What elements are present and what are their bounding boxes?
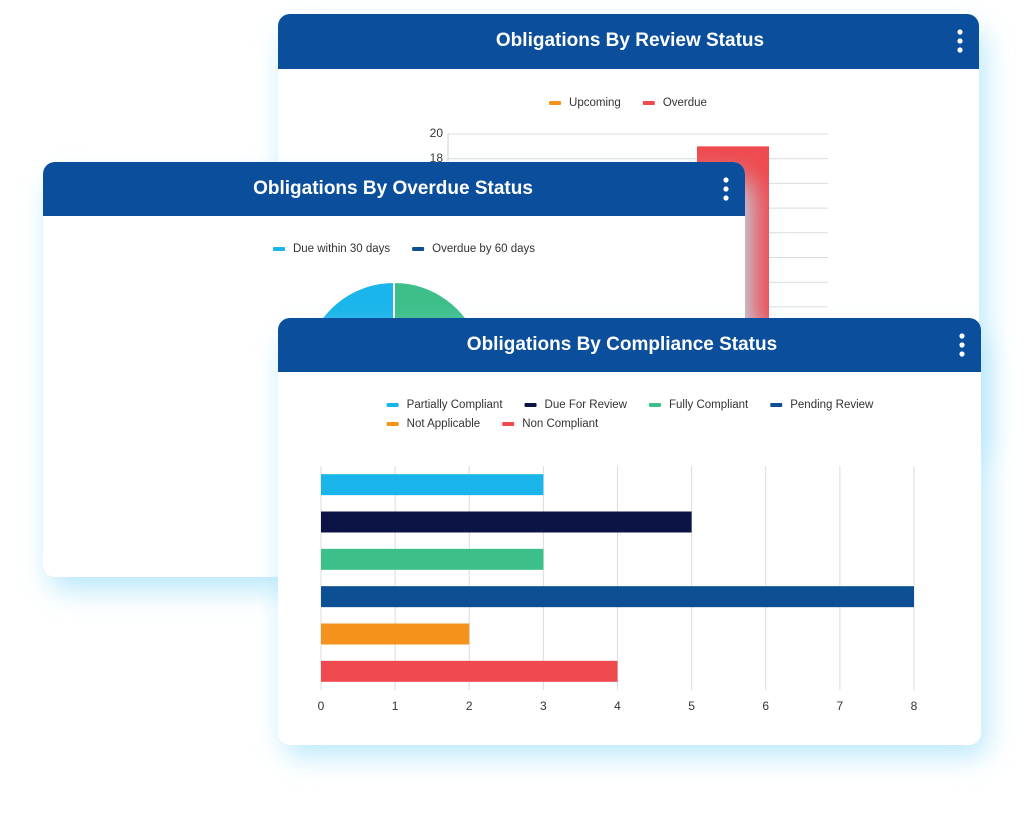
legend-label: Partially Compliant [407, 399, 504, 411]
bar [321, 586, 914, 608]
x-tick-label: 0 [318, 699, 325, 713]
legend-swatch [502, 422, 515, 426]
x-tick-label: 3 [540, 699, 547, 713]
card-header [43, 186, 745, 216]
legend-swatch [272, 247, 285, 251]
y-tick-label: 18 [430, 151, 444, 165]
legend-swatch [549, 101, 562, 105]
x-tick-label: 5 [688, 699, 695, 713]
card-title: Obligations By Review Status [496, 30, 764, 51]
legend-label: Not Applicable [407, 418, 481, 430]
y-tick-label: 20 [430, 126, 444, 140]
legend-swatch [770, 403, 783, 407]
legend-label: Non Compliant [522, 418, 599, 430]
legend-label: Pending Review [790, 399, 874, 411]
x-tick-label: 8 [911, 699, 918, 713]
legend-label: Overdue [663, 97, 707, 109]
menu-button[interactable] [959, 333, 965, 357]
card-title: Obligations By Compliance Status [467, 334, 777, 355]
bar [321, 660, 618, 682]
legend-label: Due For Review [545, 399, 628, 411]
legend-swatch [386, 403, 399, 407]
bar [321, 474, 544, 496]
card-header [278, 40, 979, 69]
legend-swatch [386, 422, 399, 426]
x-tick-label: 2 [466, 699, 473, 713]
menu-button[interactable] [957, 29, 963, 53]
x-tick-label: 1 [392, 699, 399, 713]
legend-label: Overdue by 60 days [432, 243, 535, 255]
legend-label: Fully Compliant [669, 399, 749, 411]
bar [321, 623, 470, 645]
legend-swatch [524, 403, 537, 407]
legend-label: Upcoming [569, 97, 621, 109]
bar [321, 511, 692, 533]
card-header [278, 342, 981, 372]
x-tick-label: 4 [614, 699, 621, 713]
card-title: Obligations By Overdue Status [253, 178, 533, 199]
x-tick-label: 6 [762, 699, 769, 713]
legend-swatch [412, 247, 425, 251]
legend-swatch [648, 403, 661, 407]
legend-label: Due within 30 days [293, 243, 390, 255]
bar [321, 548, 544, 570]
legend-swatch [642, 101, 655, 105]
compliance-status-card: Obligations By Compliance Status 0 1 2 3 4 5 6… [278, 318, 987, 756]
x-tick-label: 7 [837, 699, 844, 713]
menu-button[interactable] [723, 177, 729, 201]
